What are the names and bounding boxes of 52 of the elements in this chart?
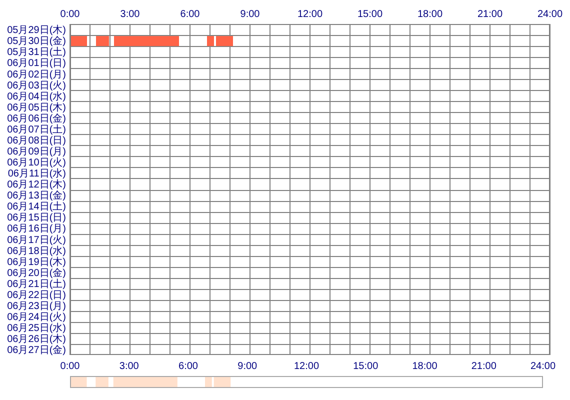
y-tick-label: 06月27日(金) bbox=[7, 344, 66, 356]
y-tick-label: 06月11日(水) bbox=[8, 168, 66, 180]
y-tick-label: 06月12日(木) bbox=[7, 178, 66, 191]
x-tick-label: 21:00 bbox=[477, 9, 503, 20]
y-tick-label: 06月23日(月) bbox=[7, 300, 66, 312]
y-tick-label: 06月08日(日) bbox=[7, 135, 66, 146]
x-tick-label: 12:00 bbox=[297, 9, 323, 20]
x-tick-label: 18:00 bbox=[417, 9, 443, 20]
x-tick-label: 12:00 bbox=[294, 361, 320, 372]
y-tick-label: 06月18日(水) bbox=[7, 244, 66, 257]
y-tick-label: 06月26日(木) bbox=[7, 333, 66, 346]
x-tick-label: 24:00 bbox=[530, 361, 556, 372]
bar bbox=[113, 377, 178, 388]
x-tick-label: 6:00 bbox=[178, 361, 198, 372]
y-tick-label: 06月03日(火) bbox=[7, 79, 66, 92]
x-tick-label: 15:00 bbox=[353, 361, 379, 372]
x-tick-label: 0:00 bbox=[60, 361, 80, 372]
bar bbox=[96, 377, 108, 388]
y-tick-label: 06月16日(月) bbox=[7, 224, 66, 235]
x-tick-label: 15:00 bbox=[357, 9, 383, 20]
y-tick-label: 06月15日(日) bbox=[7, 212, 66, 224]
y-tick-label: 06月02日(月) bbox=[7, 69, 66, 80]
y-tick-label: 06月17日(火) bbox=[7, 234, 66, 246]
x-tick-label: 6:00 bbox=[180, 9, 200, 20]
bar bbox=[205, 377, 212, 388]
x-tick-label: 18:00 bbox=[412, 361, 438, 372]
y-tick-label: 05月29日(木) bbox=[7, 24, 66, 36]
x-tick-label: 24:00 bbox=[537, 9, 563, 20]
y-tick-label: 06月05日(木) bbox=[7, 101, 66, 114]
y-tick-label: 06月19日(木) bbox=[7, 256, 66, 268]
y-tick-label: 06月09日(月) bbox=[7, 146, 66, 158]
y-tick-label: 06月01日(日) bbox=[7, 58, 66, 70]
y-tick-label: 06月20日(金) bbox=[7, 266, 66, 279]
x-tick-label: 0:00 bbox=[60, 9, 80, 20]
x-tick-label: 9:00 bbox=[238, 361, 258, 372]
x-tick-label: 3:00 bbox=[120, 9, 140, 20]
y-tick-label: 05月30日(金) bbox=[7, 35, 66, 48]
x-tick-label: 3:00 bbox=[119, 361, 140, 372]
y-tick-label: 06月14日(土) bbox=[7, 200, 66, 213]
y-tick-label: 06月25日(水) bbox=[7, 322, 66, 334]
y-tick-label: 06月24日(火) bbox=[7, 310, 66, 323]
y-tick-label: 06月21日(土) bbox=[7, 278, 66, 290]
y-tick-label: 06月07日(土) bbox=[7, 123, 66, 136]
y-tick-label: 06月22日(日) bbox=[7, 290, 66, 301]
x-tick-label: 21:00 bbox=[471, 361, 497, 372]
y-tick-label: 06月13日(金) bbox=[7, 190, 66, 202]
y-tick-label: 05月31日(土) bbox=[7, 46, 66, 58]
y-tick-label: 06月10日(火) bbox=[7, 156, 66, 169]
y-tick-label: 06月06日(金) bbox=[7, 112, 66, 124]
x-tick-label: 9:00 bbox=[240, 9, 260, 20]
y-tick-label: 06月04日(水) bbox=[7, 90, 66, 102]
bar bbox=[214, 377, 231, 388]
